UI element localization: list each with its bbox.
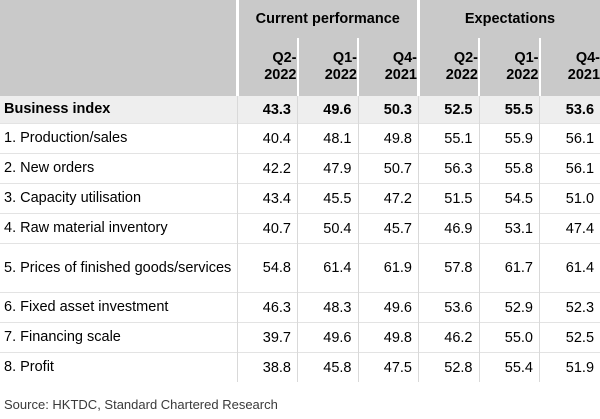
value-cell: 53.1: [478, 213, 540, 244]
table-body: Business index 43.3 49.6 50.3 52.5 55.5 53.6 1.…: [0, 96, 600, 382]
value-cell: 55.8: [478, 153, 540, 184]
value-cell: 52.3: [539, 292, 600, 323]
value-cell: 50.7: [357, 153, 419, 184]
value-cell: 49.6: [297, 96, 358, 124]
value-cell: 54.8: [236, 243, 298, 293]
value-cell: 55.9: [478, 123, 540, 154]
value-cell: 56.1: [539, 123, 600, 154]
value-cell: 47.5: [357, 352, 419, 382]
value-cell: 43.4: [236, 183, 298, 214]
value-cell: 61.4: [297, 243, 358, 293]
value-cell: 49.6: [357, 292, 419, 323]
source-note: Source: HKTDC, Standard Chartered Resear…: [4, 397, 278, 412]
value-cell: 55.4: [478, 352, 540, 382]
row-label: 7. Financing scale: [0, 322, 237, 353]
table-row: 5. Prices of finished goods/services 54.8…: [0, 243, 600, 293]
value-cell: 55.5: [478, 96, 540, 124]
table-row: 7. Financing scale 39.7 49.6 49.8 46.2 55.0 52…: [0, 322, 600, 353]
value-cell: 49.6: [297, 322, 358, 353]
table-row: 1. Production/sales 40.4 48.1 49.8 55.1 55.9 5…: [0, 123, 600, 154]
business-index-table: Current performance Expectations Q2- 2022…: [0, 0, 600, 382]
table-row: 2. New orders 42.2 47.9 50.7 56.3 55.8 56.1: [0, 153, 600, 184]
value-cell: 52.9: [478, 292, 540, 323]
value-cell: 52.5: [539, 322, 600, 353]
value-cell: 45.5: [297, 183, 358, 214]
value-cell: 61.4: [539, 243, 600, 293]
row-label: 3. Capacity utilisation: [0, 183, 237, 214]
column-header: Q2- 2022: [235, 38, 298, 96]
row-label: Business index: [0, 96, 237, 124]
value-cell: 49.8: [357, 322, 419, 353]
value-cell: 53.6: [418, 292, 479, 323]
value-cell: 40.7: [236, 213, 298, 244]
value-cell: 46.9: [418, 213, 479, 244]
value-cell: 40.4: [236, 123, 298, 154]
value-cell: 42.2: [236, 153, 298, 184]
value-cell: 54.5: [478, 183, 540, 214]
value-cell: 39.7: [236, 322, 298, 353]
group-header-current: Current performance: [235, 0, 419, 38]
value-cell: 57.8: [418, 243, 479, 293]
table-row: 8. Profit 38.8 45.8 47.5 52.8 55.4 51.9: [0, 352, 600, 382]
value-cell: 61.7: [478, 243, 540, 293]
value-cell: 50.4: [297, 213, 358, 244]
value-cell: 46.3: [236, 292, 298, 323]
row-label: 2. New orders: [0, 153, 237, 184]
row-label: 1. Production/sales: [0, 123, 237, 154]
value-cell: 48.3: [297, 292, 358, 323]
value-cell: 43.3: [236, 96, 298, 124]
value-cell: 49.8: [357, 123, 419, 154]
value-cell: 52.8: [418, 352, 479, 382]
value-cell: 56.3: [418, 153, 479, 184]
corner-cell: [0, 38, 237, 96]
column-header: Q4- 2021: [357, 38, 419, 96]
value-cell: 38.8: [236, 352, 298, 382]
value-cell: 47.9: [297, 153, 358, 184]
value-cell: 47.4: [539, 213, 600, 244]
value-cell: 56.1: [539, 153, 600, 184]
column-header: Q4- 2021: [538, 38, 600, 96]
row-label: 4. Raw material inventory: [0, 213, 237, 244]
column-header: Q1- 2022: [478, 38, 540, 96]
table-row-business-index: Business index 43.3 49.6 50.3 52.5 55.5 53.6: [0, 96, 600, 124]
value-cell: 45.7: [357, 213, 419, 244]
column-header: Q2- 2022: [417, 38, 479, 96]
value-cell: 51.0: [539, 183, 600, 214]
row-label: 8. Profit: [0, 352, 237, 382]
table-row: 6. Fixed asset investment 46.3 48.3 49.6 53.…: [0, 292, 600, 323]
corner-cell: [0, 0, 237, 38]
value-cell: 48.1: [297, 123, 358, 154]
value-cell: 61.9: [357, 243, 419, 293]
value-cell: 51.5: [418, 183, 479, 214]
value-cell: 53.6: [539, 96, 600, 124]
column-header: Q1- 2022: [296, 38, 358, 96]
value-cell: 52.5: [418, 96, 479, 124]
quarter-header-row: Q2- 2022 Q1- 2022 Q4- 2021 Q2- 2022 Q1- 2022 …: [0, 38, 600, 96]
value-cell: 46.2: [418, 322, 479, 353]
row-label: 6. Fixed asset investment: [0, 292, 237, 323]
value-cell: 51.9: [539, 352, 600, 382]
value-cell: 45.8: [297, 352, 358, 382]
value-cell: 47.2: [357, 183, 419, 214]
table-row: 3. Capacity utilisation 43.4 45.5 47.2 51.5 5…: [0, 183, 600, 214]
table-row: 4. Raw material inventory 40.7 50.4 45.7 46.…: [0, 213, 600, 244]
value-cell: 55.1: [418, 123, 479, 154]
row-label: 5. Prices of finished goods/services: [0, 243, 237, 293]
value-cell: 50.3: [357, 96, 419, 124]
value-cell: 55.0: [478, 322, 540, 353]
group-header-expectations: Expectations: [417, 0, 600, 38]
group-header-row: Current performance Expectations: [0, 0, 600, 38]
